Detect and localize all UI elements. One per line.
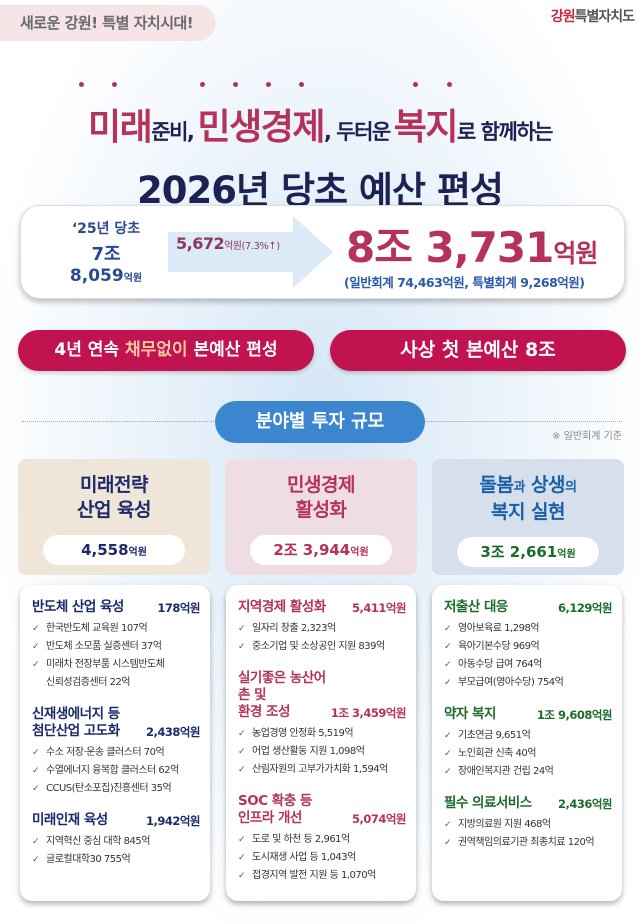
emphasis-dots <box>0 82 640 92</box>
list-item: 영아보육료 1,298억 <box>444 620 612 638</box>
list-item: 도로 및 하천 등 2,961억 <box>238 831 406 849</box>
headline-text: 로 함께하는 <box>457 120 553 144</box>
prev-value: 8,059 <box>69 266 124 286</box>
group-name: 실기좋은 농산어촌 및 환경 조성 <box>238 670 326 720</box>
category-value: 4,558억원 <box>43 535 185 565</box>
budget-group: 약자 복지 1조 9,608억원기초연금 9,651억노인회관 신축 40억장애인… <box>444 706 613 781</box>
arrow-right-icon <box>168 216 333 288</box>
list-item: 부모급여(영아수당) 754억 <box>444 674 612 692</box>
list-item: CCUS(탄소포집)진흥센터 35억 <box>32 780 200 798</box>
list-item: 수소 저장·운송 클러스터 70억 <box>32 744 200 762</box>
list-item: 노인회관 신축 40억 <box>444 745 612 763</box>
highlight-first-8jo: 사상 첫 본예산 8조 <box>330 330 626 371</box>
headline-line1: 미래준비, 민생경제, 두터운 복지로 함께하는 <box>0 98 640 150</box>
group-name: 반도체 산업 육성 <box>32 599 124 615</box>
list-item: 장애인복지관 건립 24억 <box>444 763 612 781</box>
category-value: 3조 2,661억원 <box>457 537 599 567</box>
list-item: 도시재생 사업 등 1,043억 <box>238 849 406 867</box>
budget-summary-box: ‘25년 당초 7조 8,059억원 5,672억원(7.3%↑) 8조 3,7… <box>20 205 625 299</box>
total-budget: 8조 3,731억원 <box>346 223 598 272</box>
budget-group: 저출산 대응 6,129억원영아보육료 1,298억육아기본수당 969억아동수당… <box>444 599 613 692</box>
list-item: 접경지역 발전 지원 등 1,070억 <box>238 867 406 885</box>
group-name: 신재생에너지 등 첨단산업 고도화 <box>32 706 120 739</box>
previous-budget: ‘25년 당초 7조 8,059억원 <box>51 218 161 286</box>
slogan-banner: 새로운 강원! 특별 자치시대! <box>0 5 216 41</box>
list-item: 아동수당 급여 764억 <box>444 656 612 674</box>
group-amount: 2,436억원 <box>557 797 613 811</box>
group-name: 지역경제 활성화 <box>238 599 326 615</box>
budget-group: 반도체 산업 육성 178억원한국반도체 교육원 107억반도체 소모품 실증센터… <box>32 599 200 692</box>
highlight-debt-free: 4년 연속 채무없이 본예산 편성 <box>18 330 314 371</box>
headline-text: , 두터운 <box>323 120 391 144</box>
category-welfare: 돌봄과 상생의 복지 실현 3조 2,661억원 <box>432 459 624 575</box>
increase-amount: 5,672억원(7.3%↑) <box>176 234 280 253</box>
budget-group: 실기좋은 농산어촌 및환경 조성 1조 3,459억원농업경영 안정화 5,519… <box>238 670 407 779</box>
group-name: 저출산 대응 <box>444 599 508 615</box>
group-name: SOC 확충 등 인프라 개선 <box>238 793 312 826</box>
list-item: 일자리 창출 2,323억 <box>238 620 406 638</box>
budget-group: 지역경제 활성화 5,411억원일자리 창출 2,323억중소기업 및 소상공인 … <box>238 599 407 656</box>
group-amount: 1,942억원 <box>145 814 201 828</box>
budget-group: 필수 의료서비스 2,436억원지방의료원 지원 468억권역책임의료기관 최종치… <box>444 795 613 852</box>
list-item: 산림자원의 고부가가치화 1,594억 <box>238 761 406 779</box>
group-amount: 1조 3,459억원 <box>330 706 407 720</box>
headline-emph-future: 미래 <box>88 107 153 148</box>
list-item: 권역책임의료기관 최종치료 120억 <box>444 834 612 852</box>
list-item: 기초연금 9,651억 <box>444 727 612 745</box>
list-item: 수열에너지 융복합 클러스터 62억 <box>32 762 200 780</box>
prev-label: ‘25년 당초 <box>71 221 141 237</box>
group-amount: 178억원 <box>157 601 200 615</box>
gangwon-logo: 강원특별자치도 <box>550 9 635 25</box>
list-item: 한국반도체 교육원 107억 <box>32 620 200 638</box>
section-note: ※ 일반회계 기준 <box>552 431 622 442</box>
list-item: 미래차 전장부품 시스템반도체 <box>32 656 200 674</box>
list-item: 중소기업 및 소상공인 지원 839억 <box>238 638 406 656</box>
detail-card-future-industry: 반도체 산업 육성 178억원한국반도체 교육원 107억반도체 소모품 실증센터… <box>20 585 210 901</box>
category-future-industry: 미래전략 산업 육성 4,558억원 <box>18 459 210 575</box>
list-item: 어업 생산활동 지원 1,098억 <box>238 743 406 761</box>
group-amount: 6,129억원 <box>557 601 613 615</box>
detail-card-livelihood-economy: 지역경제 활성화 5,411억원일자리 창출 2,323억중소기업 및 소상공인 … <box>226 585 416 901</box>
group-name: 필수 의료서비스 <box>444 795 532 811</box>
group-name: 약자 복지 <box>444 706 496 722</box>
unit: 억원 <box>123 273 143 284</box>
category-livelihood-economy: 민생경제 활성화 2조 3,944억원 <box>225 459 417 575</box>
list-item: 신뢰성검증센터 22억 <box>46 677 131 688</box>
headline-text: 준비, <box>151 120 195 144</box>
category-value: 2조 3,944억원 <box>250 535 392 565</box>
prev-value-jo: 7조 <box>91 244 121 265</box>
headline-emph-welfare: 복지 <box>393 107 459 148</box>
group-name: 미래인재 육성 <box>32 812 108 828</box>
headline-emph-economy: 민생경제 <box>197 107 325 148</box>
total-breakdown: (일반회계 74,463억원, 특별회계 9,268억원) <box>344 275 585 290</box>
section-title: 분야별 투자 규모 <box>215 401 425 443</box>
list-item: 농업경영 안정화 5,519억 <box>238 725 406 743</box>
group-amount: 5,074억원 <box>351 812 407 826</box>
list-item: 반도체 소모품 실증센터 37억 <box>32 638 200 656</box>
group-amount: 5,411억원 <box>351 601 407 615</box>
list-item: 글로컬대학30 755억 <box>32 851 200 869</box>
list-item: 지방의료원 지원 468억 <box>444 816 612 834</box>
group-amount: 1조 9,608억원 <box>536 708 613 722</box>
budget-group: 미래인재 육성 1,942억원지역혁신 중심 대학 845억글로컬대학30 755… <box>32 812 201 869</box>
detail-card-welfare: 저출산 대응 6,129억원영아보육료 1,298억육아기본수당 969억아동수당… <box>432 585 622 901</box>
group-amount: 2,438억원 <box>145 725 201 739</box>
page-title: 2026년 당초 예산 편성 <box>137 169 504 212</box>
list-item: 지역혁신 중심 대학 845억 <box>32 833 200 851</box>
list-item: 육아기본수당 969억 <box>444 638 612 656</box>
